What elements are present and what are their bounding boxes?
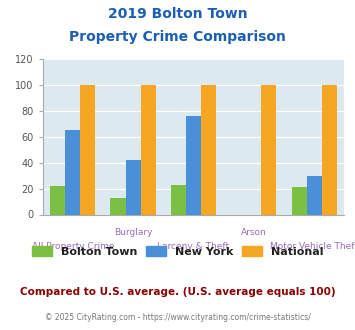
Bar — [201, 85, 216, 214]
Text: All Property Crime: All Property Crime — [32, 242, 114, 251]
Text: Larceny & Theft: Larceny & Theft — [157, 242, 230, 251]
Text: Arson: Arson — [241, 228, 267, 237]
Bar — [261, 85, 277, 214]
Bar — [322, 85, 337, 214]
Text: © 2025 CityRating.com - https://www.cityrating.com/crime-statistics/: © 2025 CityRating.com - https://www.city… — [45, 314, 310, 322]
Text: 2019 Bolton Town: 2019 Bolton Town — [108, 7, 247, 20]
Bar — [307, 176, 322, 214]
Legend: Bolton Town, New York, National: Bolton Town, New York, National — [27, 242, 328, 261]
Text: Property Crime Comparison: Property Crime Comparison — [69, 30, 286, 44]
Text: Compared to U.S. average. (U.S. average equals 100): Compared to U.S. average. (U.S. average … — [20, 287, 335, 297]
Text: Motor Vehicle Theft: Motor Vehicle Theft — [270, 242, 355, 251]
Bar — [141, 85, 156, 214]
Bar — [80, 85, 95, 214]
Bar — [126, 160, 141, 214]
Bar — [65, 130, 80, 214]
Bar — [110, 198, 126, 214]
Text: Burglary: Burglary — [114, 228, 152, 237]
Bar — [291, 187, 307, 214]
Bar — [50, 186, 65, 214]
Bar — [171, 185, 186, 214]
Bar — [186, 116, 201, 214]
